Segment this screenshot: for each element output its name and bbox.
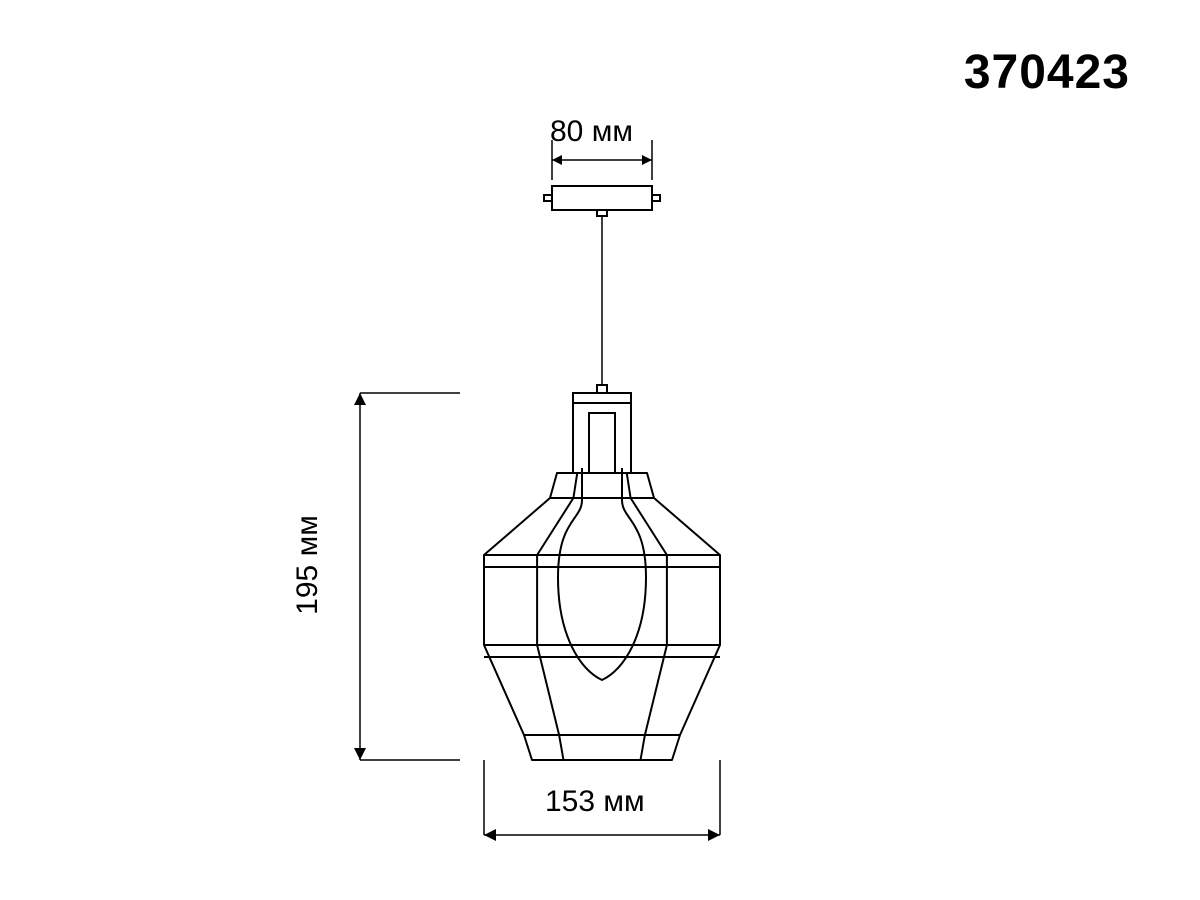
- socket: [573, 393, 631, 473]
- lamp-shade: [484, 473, 720, 760]
- canopy: [544, 186, 660, 216]
- technical-drawing: [0, 0, 1200, 900]
- cord: [597, 216, 607, 393]
